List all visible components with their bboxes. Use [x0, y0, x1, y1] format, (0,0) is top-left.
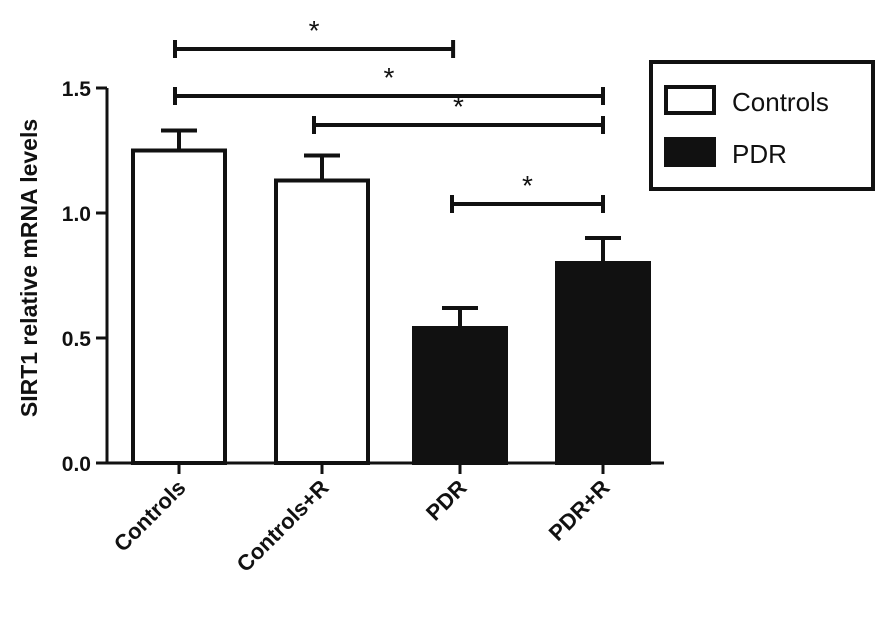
x-category-label: PDR [421, 475, 472, 526]
x-category-label: Controls+R [232, 475, 334, 577]
y-tick-label: 1.0 [62, 203, 91, 226]
legend: Controls PDR [649, 60, 875, 191]
significance-star: * [522, 170, 533, 201]
legend-label: Controls [732, 87, 829, 117]
x-category-label: Controls [109, 475, 191, 557]
bar [274, 178, 370, 465]
legend-swatch [664, 137, 716, 167]
significance-star: * [384, 62, 395, 93]
significance-brackets: * * * * [173, 15, 605, 213]
legend-swatch [664, 85, 716, 115]
y-axis: 0.0 0.5 1.0 1.5 [62, 78, 109, 476]
significance-star: * [453, 91, 464, 122]
y-tick-label: 0.5 [62, 328, 92, 351]
x-category-label: PDR+R [544, 475, 615, 546]
bars [131, 128, 651, 465]
y-tick-label: 1.5 [62, 78, 92, 101]
y-axis-title: SIRT1 relative mRNA levels [16, 119, 42, 417]
significance-star: * [309, 15, 320, 46]
bar [555, 261, 651, 465]
legend-box [649, 60, 875, 191]
legend-label: PDR [732, 139, 787, 169]
bar [412, 326, 508, 465]
y-tick-label: 0.0 [62, 453, 91, 476]
bar [131, 148, 227, 465]
x-axis: Controls Controls+R PDR PDR+R [107, 461, 664, 577]
